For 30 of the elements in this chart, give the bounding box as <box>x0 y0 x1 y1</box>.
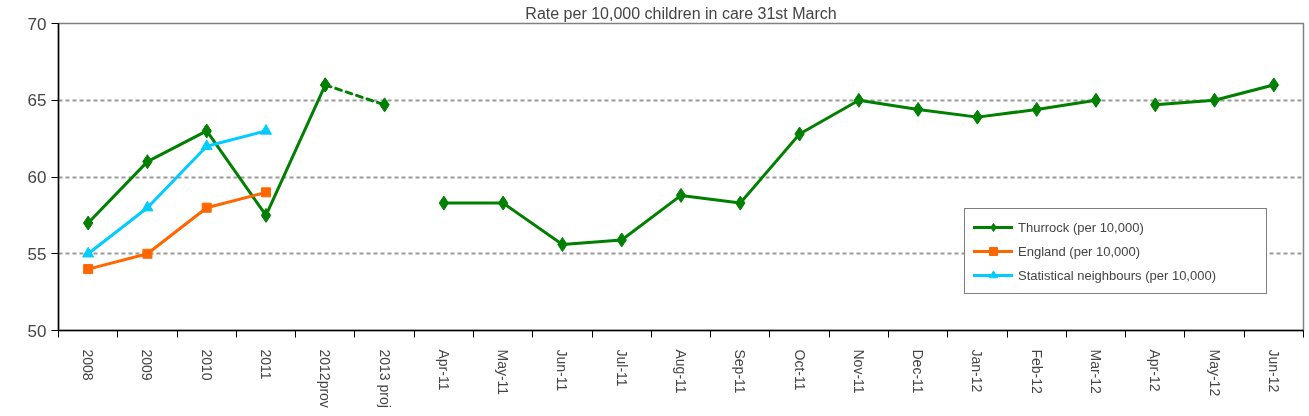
y-tick-label: 65 <box>27 91 47 111</box>
y-tick-label: 70 <box>27 14 47 34</box>
x-tick-label: Dec-11 <box>910 349 927 394</box>
x-tick-label: Mar-12 <box>1088 349 1104 395</box>
x-tick-label: Aug-11 <box>673 349 689 394</box>
x-tick-label: Feb-12 <box>1028 349 1045 395</box>
legend-label: Statistical neighbours (per 10,000) <box>1018 267 1217 283</box>
x-tick-label: 2013 proj <box>376 349 393 408</box>
legend-label: Thurrock (per 10,000) <box>1018 219 1145 235</box>
x-tick-label: May-12 <box>1206 349 1223 397</box>
chart-title: Rate per 10,000 children in care 31st March <box>525 4 837 22</box>
x-tick-label: 2008 <box>80 349 97 381</box>
x-tick-label: 2009 <box>139 349 156 381</box>
y-tick-label: 60 <box>27 168 47 187</box>
x-tick-label: 2011 <box>258 349 274 380</box>
x-tick-label: Sep-11 <box>732 349 749 394</box>
legend-label: England (per 10,000) <box>1018 243 1142 259</box>
x-tick-label: Apr-12 <box>1147 349 1164 392</box>
x-tick-label: Jul-11 <box>613 349 630 387</box>
y-tick-label: 50 <box>27 321 47 341</box>
x-tick-label: 2010 <box>198 349 215 381</box>
x-tick-label: May-11 <box>495 349 512 396</box>
x-tick-label: Oct-11 <box>791 349 808 391</box>
x-tick-label: 2012prov <box>317 349 334 408</box>
x-tick-label: Jun-11 <box>554 349 571 392</box>
x-tick-label: Jun-12 <box>1265 349 1282 393</box>
x-tick-label: Apr-11 <box>435 349 452 391</box>
x-tick-label: Nov-11 <box>850 349 867 394</box>
x-tick-label: Jan-12 <box>969 349 986 393</box>
y-tick-label: 55 <box>27 244 47 264</box>
